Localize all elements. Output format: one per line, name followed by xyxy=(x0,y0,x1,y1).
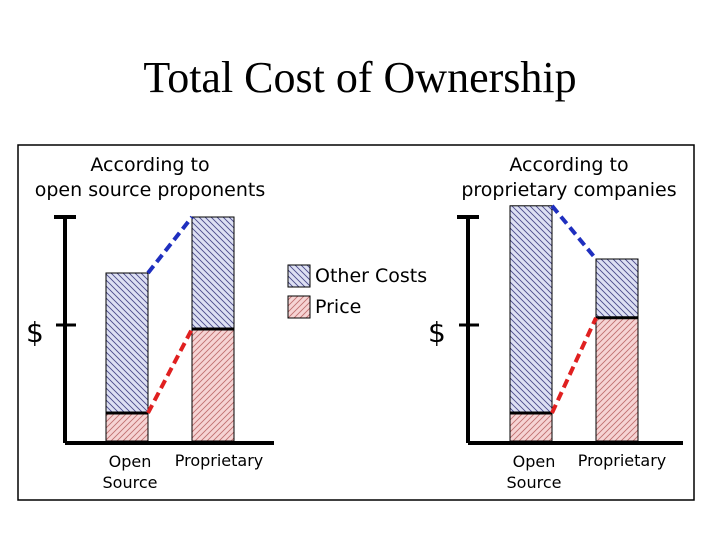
right-proprietary-price-segment xyxy=(595,317,639,442)
left-proprietary-price-segment xyxy=(191,328,235,442)
right-heading-line1: According to xyxy=(509,154,628,176)
left-open-source-other-costs-segment xyxy=(105,272,149,414)
legend-label-price: Price xyxy=(315,296,361,318)
right-category-proprietary: Proprietary xyxy=(578,451,667,470)
legend-label-other-costs: Other Costs xyxy=(315,265,427,287)
right-y-axis-label: $ xyxy=(428,316,446,349)
right-category-open-line2: Source xyxy=(507,473,562,492)
left-open-source-price-segment xyxy=(105,412,149,442)
right-heading-line2: proprietary companies xyxy=(461,179,676,201)
legend-swatch-other-costs xyxy=(287,264,311,288)
left-heading-line1: According to xyxy=(90,154,209,176)
left-category-open-line2: Source xyxy=(103,473,158,492)
legend-swatch-price xyxy=(287,295,311,319)
right-open-source-price-segment xyxy=(509,412,553,442)
left-proprietary-other-costs-segment xyxy=(191,216,235,330)
figure-frame xyxy=(17,144,695,501)
right-total-connector xyxy=(550,204,598,261)
left-total-connector xyxy=(146,215,194,275)
legend: Other Costs Price xyxy=(287,264,427,319)
right-open-source-other-costs-segment xyxy=(509,205,553,414)
right-category-open-line1: Open xyxy=(513,452,556,471)
left-heading-line2: open source proponents xyxy=(35,179,265,201)
left-category-proprietary: Proprietary xyxy=(175,451,264,470)
right-price-connector xyxy=(550,316,598,414)
right-proprietary-other-costs-segment xyxy=(595,258,639,319)
left-category-open-line1: Open xyxy=(109,452,152,471)
left-y-axis-label: $ xyxy=(26,316,44,349)
slide-title: Total Cost of Ownership xyxy=(143,53,577,102)
left-price-connector xyxy=(146,328,194,414)
